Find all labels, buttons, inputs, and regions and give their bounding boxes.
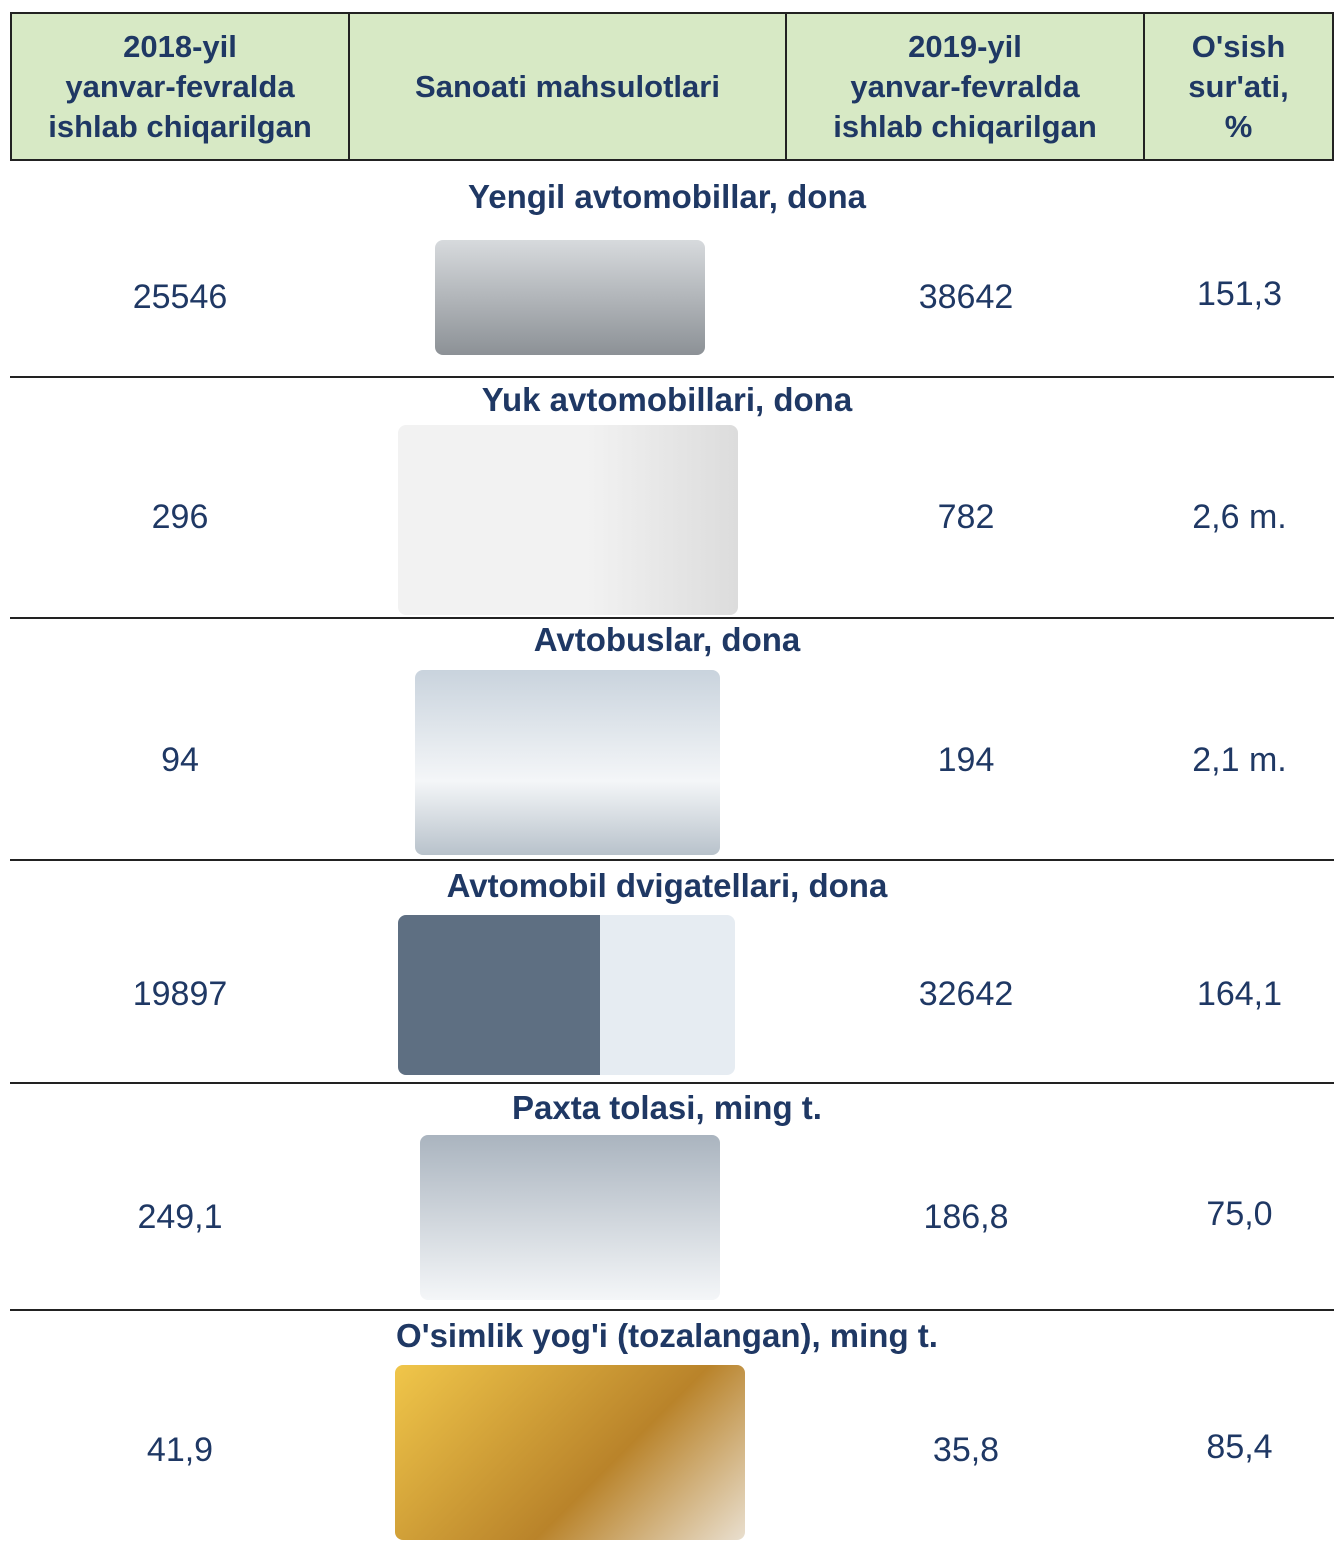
- header-line: 2019-yil: [908, 28, 1022, 64]
- header-line: yanvar-fevralda: [850, 68, 1080, 104]
- product-image: [435, 240, 705, 355]
- growth-rate: 151,3: [1196, 275, 1283, 313]
- header-cell: 2019-yil yanvar-fevralda ishlab chiqarilga…: [785, 12, 1145, 161]
- header-line: ishlab chiqarilgan: [48, 108, 312, 144]
- header-line: O'sish: [1191, 28, 1286, 64]
- product-image: [395, 1365, 745, 1540]
- value-2019: 32642: [918, 975, 1014, 1013]
- header-cell: 2018-yil yanvar-fevralda ishlab chiqarilga…: [10, 12, 350, 161]
- product-image: [420, 1135, 720, 1300]
- growth-rate: 75,0: [1206, 1195, 1273, 1233]
- header-line: ishlab chiqarilgan: [833, 108, 1097, 144]
- row-separator: [10, 1082, 1334, 1084]
- row-separator: [10, 1309, 1334, 1311]
- product-image: [398, 425, 738, 615]
- row-title: Avtobuslar, dona: [533, 621, 801, 658]
- row-title: Yengil avtomobillar, dona: [468, 178, 866, 215]
- value-2018: 41,9: [146, 1431, 214, 1469]
- growth-rate: 2,6 m.: [1192, 498, 1287, 536]
- header-line: sur'ati,: [1188, 68, 1289, 104]
- value-2018: 94: [161, 741, 199, 779]
- header-line: %: [1224, 108, 1253, 144]
- row-title: Avtomobil dvigatellari, dona: [446, 867, 888, 904]
- header-line: yanvar-fevralda: [65, 68, 295, 104]
- row-separator: [10, 376, 1334, 378]
- growth-rate: 85,4: [1206, 1428, 1273, 1466]
- growth-rate: 164,1: [1196, 975, 1283, 1013]
- value-2019: 35,8: [932, 1431, 1000, 1469]
- value-2018: 296: [151, 498, 209, 536]
- value-2019: 38642: [918, 278, 1014, 316]
- value-2018: 249,1: [137, 1198, 223, 1236]
- header-cell: Sanoati mahsulotlari: [348, 12, 787, 161]
- value-2018: 19897: [132, 975, 228, 1013]
- value-2019: 194: [937, 741, 995, 779]
- value-2018: 25546: [132, 278, 228, 316]
- header-line: Sanoati mahsulotlari: [415, 68, 720, 104]
- row-separator: [10, 617, 1334, 619]
- row-title: Paxta tolasi, ming t.: [512, 1089, 822, 1126]
- product-image: [415, 670, 720, 855]
- row-separator: [10, 859, 1334, 861]
- row-title: Yuk avtomobillari, dona: [481, 381, 853, 418]
- value-2019: 782: [937, 498, 995, 536]
- header-line: 2018-yil: [123, 28, 237, 64]
- growth-rate: 2,1 m.: [1192, 741, 1287, 779]
- product-image: [398, 915, 735, 1075]
- row-title: O'simlik yog'i (tozalangan), ming t.: [396, 1317, 938, 1354]
- value-2019: 186,8: [923, 1198, 1009, 1236]
- header-cell: O'sish sur'ati,%: [1143, 12, 1334, 161]
